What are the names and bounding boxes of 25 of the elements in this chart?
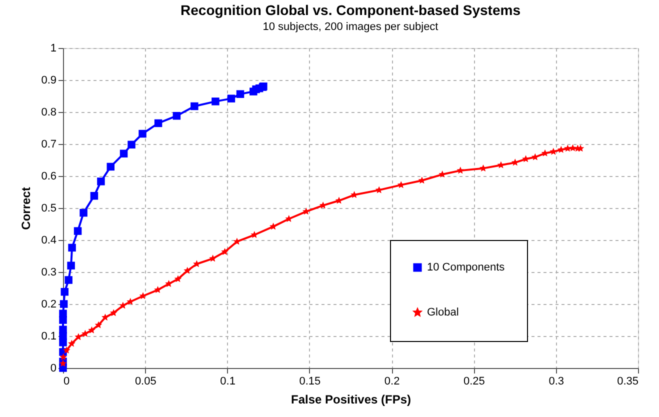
- y-tick-label: 0.9: [41, 74, 56, 86]
- legend-label: Global: [427, 306, 459, 318]
- x-tick-label: 0.2: [384, 376, 400, 388]
- x-tick-label: 0.35: [617, 376, 638, 388]
- y-tick-label: 0.6: [41, 170, 56, 182]
- y-tick-label: 0.7: [41, 138, 56, 150]
- chart-title: Recognition Global vs. Component-based Systems: [180, 2, 521, 18]
- x-tick-label: 0.15: [299, 376, 321, 388]
- y-tick-label: 0.8: [41, 106, 56, 118]
- x-axis-title: False Positives (FPs): [290, 392, 412, 406]
- legend-label: 10 Components: [427, 262, 506, 274]
- y-tick-label: 0.5: [41, 202, 56, 214]
- y-tick-label: 0: [50, 362, 56, 374]
- y-tick-label: 0.2: [41, 298, 56, 310]
- x-tick-label: 0.1: [220, 376, 236, 388]
- y-tick-label: 1: [50, 42, 56, 54]
- y-tick-label: 0.3: [41, 266, 56, 278]
- y-axis-title: Correct: [19, 187, 34, 230]
- x-tick-label: 0: [64, 376, 70, 388]
- x-tick-label: 0.25: [464, 376, 485, 388]
- y-tick-label: 0.1: [41, 330, 56, 342]
- x-tick-label: 0.05: [134, 376, 156, 388]
- x-tick-label: 0.3: [548, 376, 564, 388]
- chart-subtitle: 10 subjects, 200 images per subject: [262, 21, 438, 33]
- y-tick-label: 0.4: [41, 234, 56, 246]
